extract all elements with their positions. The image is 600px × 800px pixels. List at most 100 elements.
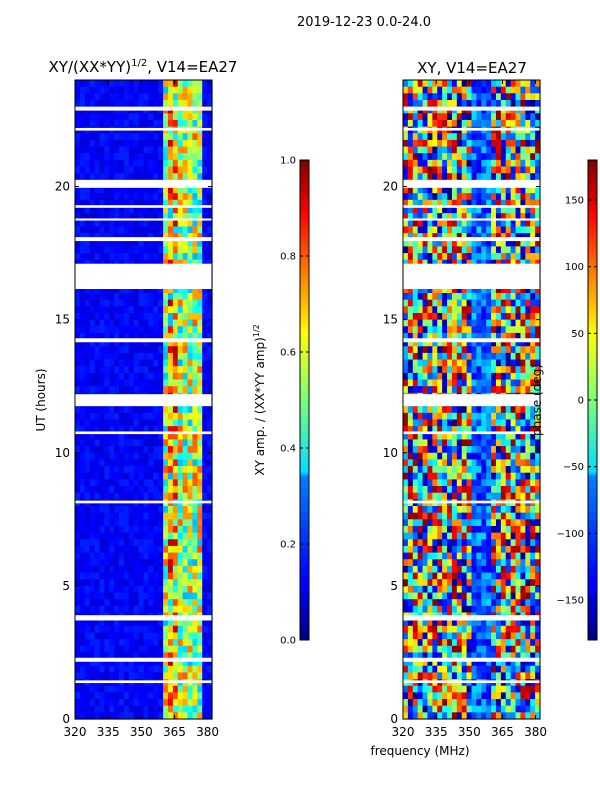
heatmap-cell xyxy=(491,286,497,294)
heatmap-cell xyxy=(167,93,174,101)
heatmap-cell xyxy=(535,506,541,514)
heatmap-cell xyxy=(172,605,179,614)
heatmap-cell xyxy=(510,186,517,194)
heatmap-cell xyxy=(207,312,213,321)
heatmap-cell xyxy=(495,259,502,267)
heatmap-cell xyxy=(84,552,91,560)
heatmap-cell xyxy=(109,93,115,101)
heatmap-cell xyxy=(172,519,179,527)
heatmap-cell xyxy=(432,439,438,447)
heatmap-cell xyxy=(114,166,120,174)
heatmap-cell xyxy=(432,605,438,614)
heatmap-cell xyxy=(123,486,130,494)
heatmap-cell xyxy=(481,379,487,387)
heatmap-cell xyxy=(456,419,463,427)
heatmap-cell xyxy=(114,545,120,554)
heatmap-cell xyxy=(535,93,541,101)
heatmap-cell xyxy=(79,572,86,580)
heatmap-cell xyxy=(500,119,507,128)
heatmap-cell xyxy=(432,159,438,168)
heatmap-cell xyxy=(466,432,473,441)
heatmap-cell xyxy=(138,619,145,627)
heatmap-cell xyxy=(202,466,208,474)
heatmap-cell xyxy=(407,472,414,480)
heatmap-cell xyxy=(119,419,125,427)
heatmap-cell xyxy=(119,286,125,294)
heatmap-cell xyxy=(128,472,135,480)
heatmap-cell xyxy=(403,459,409,467)
heatmap-cell xyxy=(99,439,105,447)
heatmap-cell xyxy=(192,199,198,208)
heatmap-cell xyxy=(202,492,208,500)
heatmap-cell xyxy=(172,472,179,480)
heatmap-cell xyxy=(158,246,164,254)
heatmap-cell xyxy=(525,459,531,467)
heatmap-cell xyxy=(407,572,414,580)
heatmap-cell xyxy=(437,139,443,148)
heatmap-cell xyxy=(187,466,194,474)
heatmap-cell xyxy=(128,293,135,301)
heatmap-cell xyxy=(75,379,81,387)
heatmap-cell xyxy=(510,199,517,208)
heatmap-cell xyxy=(505,585,512,594)
heatmap-cell xyxy=(104,506,110,514)
heatmap-cell xyxy=(172,233,179,241)
heatmap-cell xyxy=(442,532,448,540)
heatmap-cell xyxy=(417,479,424,487)
heatmap-cell xyxy=(530,153,536,161)
heatmap-cell xyxy=(422,93,429,101)
heatmap-cell xyxy=(525,213,531,221)
heatmap-cell xyxy=(138,239,145,248)
heatmap-cell xyxy=(192,166,198,174)
heatmap-cell xyxy=(114,665,120,674)
heatmap-cell xyxy=(167,472,174,480)
heatmap-cell xyxy=(89,625,96,634)
heatmap-cell xyxy=(119,146,125,154)
heatmap-cell xyxy=(481,299,487,307)
heatmap-cell xyxy=(451,466,458,474)
heatmap-cell xyxy=(500,605,507,614)
heatmap-cell xyxy=(466,253,473,261)
heatmap-cell xyxy=(128,426,135,434)
heatmap-cell xyxy=(192,193,198,201)
x-tick-label: 320 xyxy=(64,725,87,739)
heatmap-cell xyxy=(167,432,174,441)
heatmap-cell xyxy=(476,419,482,427)
heatmap-cell xyxy=(456,239,463,248)
heatmap-cell xyxy=(172,406,179,414)
heatmap-cell xyxy=(75,672,81,680)
heatmap-cell xyxy=(158,572,164,580)
heatmap-cell xyxy=(143,446,149,454)
heatmap-cell xyxy=(481,166,487,174)
heatmap-cell xyxy=(412,206,419,214)
heatmap-cell xyxy=(207,446,213,454)
heatmap-cell xyxy=(75,572,81,580)
heatmap-cell xyxy=(79,259,86,267)
heatmap-cell xyxy=(182,366,189,374)
heatmap-cell xyxy=(505,432,512,441)
heatmap-cell xyxy=(525,173,531,181)
heatmap-cell xyxy=(187,80,194,88)
heatmap-cell xyxy=(486,293,492,301)
heatmap-cell xyxy=(197,486,203,494)
heatmap-cell xyxy=(163,632,169,640)
heatmap-cell xyxy=(182,659,189,667)
heatmap-cell xyxy=(163,565,169,574)
heatmap-cell xyxy=(437,173,443,181)
heatmap-cell xyxy=(510,552,517,560)
heatmap-cell xyxy=(515,372,522,381)
heatmap-cell xyxy=(505,173,512,181)
heatmap-cell xyxy=(128,159,135,168)
heatmap-cell xyxy=(451,346,458,354)
heatmap-cell xyxy=(153,539,159,547)
heatmap-cell xyxy=(182,139,189,148)
heatmap-cell xyxy=(481,213,487,221)
heatmap-cell xyxy=(187,186,194,194)
heatmap-cell xyxy=(133,406,140,414)
heatmap-cell xyxy=(530,565,536,574)
heatmap-cell xyxy=(158,532,164,540)
heatmap-cell xyxy=(79,253,86,261)
heatmap-cell xyxy=(148,426,154,434)
heatmap-cell xyxy=(456,579,463,587)
heatmap-cell xyxy=(148,339,154,347)
